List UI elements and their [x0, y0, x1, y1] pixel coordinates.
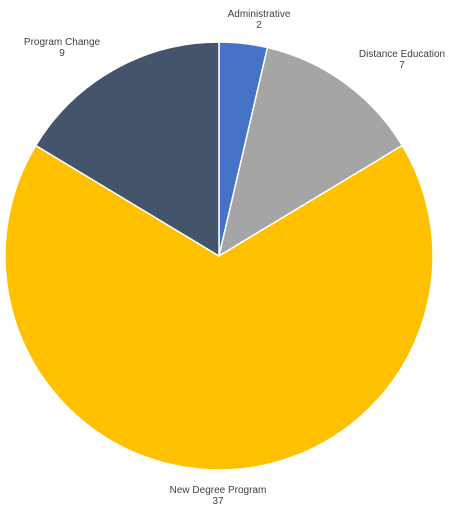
data-label-administrative: Administrative 2 [228, 9, 291, 31]
data-label-category: New Degree Program [170, 485, 267, 496]
pie-slice-distance-education [217, 46, 404, 258]
data-label-value: 7 [399, 60, 405, 71]
pie-slice-new-degree-program [4, 144, 434, 471]
data-label-program-change: Program Change 9 [24, 37, 101, 59]
data-label-distance-education: Distance Education 7 [359, 49, 445, 71]
data-label-value: 37 [212, 496, 224, 507]
slices-layer [4, 41, 434, 471]
pie-slice-program-change [34, 41, 220, 258]
data-label-new-degree-program: New Degree Program 37 [170, 485, 267, 507]
labels-layer: Administrative 2 Distance Education 7 New De… [24, 9, 445, 507]
data-label-category: Distance Education [359, 49, 445, 60]
data-label-value: 2 [256, 20, 262, 31]
data-label-value: 9 [59, 48, 65, 59]
data-label-category: Administrative [228, 9, 291, 20]
data-label-category: Program Change [24, 37, 101, 48]
